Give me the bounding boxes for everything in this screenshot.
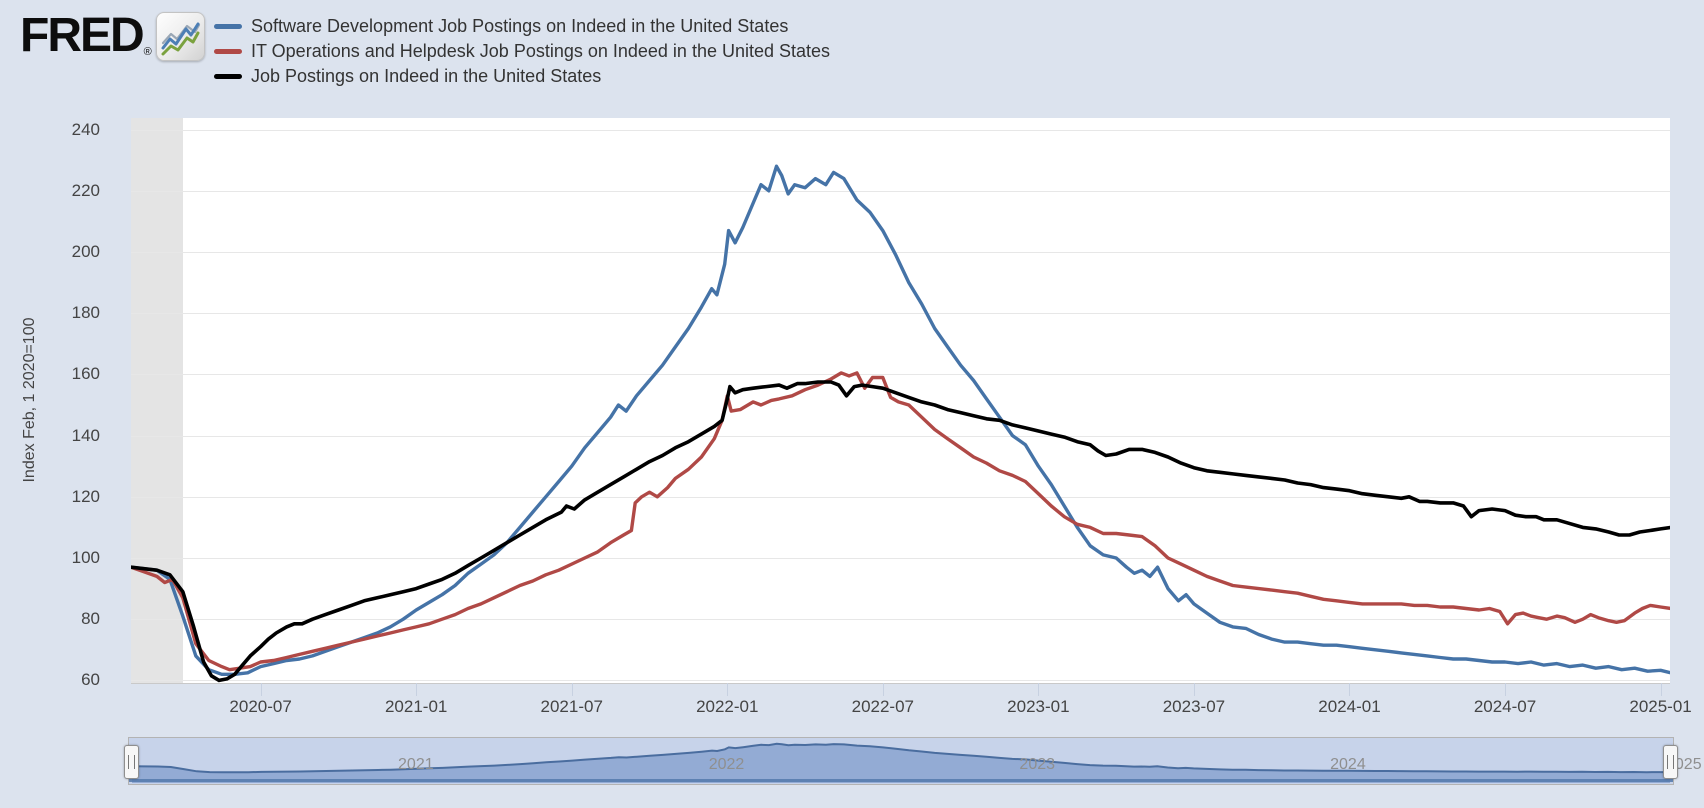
x-tick-mark	[1505, 683, 1507, 696]
y-tick-label: 100	[71, 548, 100, 567]
registered-trademark: ®	[143, 46, 152, 58]
x-tick-mark	[260, 683, 262, 696]
range-slider-right-handle[interactable]	[1663, 745, 1678, 779]
fred-sparkline-icon	[155, 11, 205, 61]
y-tick-label: 80	[81, 609, 100, 629]
x-tick-mark	[727, 683, 729, 696]
x-tick-mark	[416, 683, 418, 696]
y-tick-label: 140	[71, 425, 100, 445]
legend-label: Software Development Job Postings on Ind…	[251, 16, 789, 36]
y-axis-title: Index Feb, 1 2020=100	[21, 317, 38, 483]
legend-label: Job Postings on Indeed in the United Sta…	[251, 66, 602, 86]
gridline	[131, 435, 1670, 437]
gridline	[131, 619, 1670, 621]
minimap-year-label: 2021	[398, 756, 434, 773]
gridline	[131, 558, 1670, 559]
x-tick-mark	[1038, 683, 1040, 696]
legend-label: IT Operations and Helpdesk Job Postings …	[251, 41, 831, 61]
y-tick-label: 200	[71, 242, 100, 261]
grip-icon	[128, 755, 135, 769]
gridline	[131, 374, 1670, 376]
y-tick-label: 60	[81, 670, 100, 690]
x-tick-label: 2021-07	[540, 697, 603, 716]
x-tick-label: 2023-07	[1162, 697, 1226, 716]
legend-item[interactable]: IT Operations and Helpdesk Job Postings …	[214, 39, 830, 64]
gridline	[131, 313, 1670, 315]
fred-logo[interactable]: FRED ®	[20, 10, 205, 62]
grip-icon	[1667, 755, 1674, 769]
x-tick-label: 2021-01	[384, 697, 448, 716]
gridline	[131, 129, 1670, 131]
x-tick-label: 2025-01	[1629, 697, 1692, 716]
minimap-year-label: 2022	[708, 756, 745, 773]
x-tick-mark	[1193, 683, 1195, 696]
gridline	[131, 252, 1670, 253]
date-range-slider-track[interactable]	[128, 737, 1674, 785]
minimap-baseline	[129, 779, 1673, 782]
gridline	[131, 496, 1670, 498]
fred-logo-text: FRED	[20, 9, 145, 62]
minimap-year-label: 2023	[1019, 756, 1056, 773]
x-tick-label: 2020-07	[229, 697, 292, 716]
chart-legend: Software Development Job Postings on Ind…	[214, 14, 830, 89]
legend-item[interactable]: Software Development Job Postings on Ind…	[214, 14, 830, 39]
line-series[interactable]	[131, 380, 1671, 683]
x-tick-label: 2022-07	[851, 697, 915, 716]
minimap-area-fill	[132, 743, 1670, 783]
x-tick-mark	[571, 683, 573, 696]
y-tick-label: 120	[71, 486, 100, 506]
x-tick-label: 2022-01	[696, 697, 759, 716]
gridline	[131, 680, 1670, 682]
y-tick-label: 180	[71, 303, 100, 323]
x-tick-mark	[1349, 683, 1351, 696]
x-tick-label: 2024-01	[1318, 697, 1381, 716]
y-tick-label: 240	[71, 119, 100, 139]
minimap-area-chart	[131, 742, 1671, 783]
x-tick-mark	[1660, 683, 1662, 696]
range-slider-left-handle[interactable]	[124, 745, 139, 779]
y-tick-label: 160	[71, 364, 100, 384]
line-series[interactable]	[131, 371, 1671, 672]
x-tick-label: 2024-07	[1473, 697, 1537, 716]
legend-item[interactable]: Job Postings on Indeed in the United Sta…	[214, 64, 830, 89]
line-series[interactable]	[131, 164, 1671, 676]
x-tick-mark	[882, 683, 884, 696]
legend-line-swatch	[214, 49, 242, 54]
minimap-line	[131, 742, 1671, 774]
legend-line-swatch	[214, 24, 242, 29]
gridline	[131, 190, 1670, 192]
legend-line-swatch	[214, 74, 242, 79]
x-tick-label: 2023-01	[1007, 697, 1070, 716]
minimap-year-label: 2024	[1330, 756, 1366, 773]
y-tick-label: 220	[71, 180, 100, 200]
